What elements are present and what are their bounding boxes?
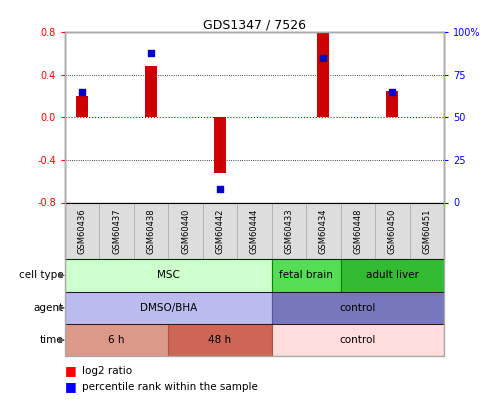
Text: GSM60434: GSM60434 bbox=[319, 208, 328, 254]
Text: MSC: MSC bbox=[157, 271, 180, 280]
Text: log2 ratio: log2 ratio bbox=[82, 366, 132, 375]
Bar bbox=[76, 96, 88, 117]
Text: 6 h: 6 h bbox=[108, 335, 125, 345]
Bar bbox=[410, 202, 444, 259]
Bar bbox=[65, 324, 168, 356]
Text: GSM60450: GSM60450 bbox=[388, 208, 397, 254]
Bar bbox=[272, 202, 306, 259]
Bar bbox=[375, 202, 410, 259]
Text: ■: ■ bbox=[65, 380, 77, 393]
Text: agent: agent bbox=[33, 303, 63, 313]
Bar bbox=[386, 91, 398, 117]
Bar bbox=[65, 292, 272, 324]
Bar bbox=[272, 324, 444, 356]
Point bbox=[319, 55, 327, 61]
Text: GSM60436: GSM60436 bbox=[78, 208, 87, 254]
Text: 48 h: 48 h bbox=[209, 335, 232, 345]
Point bbox=[216, 185, 224, 192]
Text: fetal brain: fetal brain bbox=[279, 271, 333, 280]
Bar bbox=[145, 66, 157, 117]
Bar bbox=[341, 202, 375, 259]
Text: GSM60451: GSM60451 bbox=[422, 208, 431, 254]
Text: adult liver: adult liver bbox=[366, 271, 419, 280]
Text: GSM60438: GSM60438 bbox=[147, 208, 156, 254]
Text: GSM60440: GSM60440 bbox=[181, 208, 190, 254]
Text: ■: ■ bbox=[65, 364, 77, 377]
Bar bbox=[168, 324, 272, 356]
Text: cell type: cell type bbox=[18, 271, 63, 280]
Bar bbox=[306, 202, 341, 259]
Bar bbox=[214, 117, 226, 173]
Text: GSM60442: GSM60442 bbox=[216, 208, 225, 254]
Point bbox=[388, 89, 396, 95]
Bar bbox=[134, 202, 168, 259]
Text: GSM60448: GSM60448 bbox=[353, 208, 362, 254]
Bar bbox=[99, 202, 134, 259]
Bar bbox=[272, 259, 341, 292]
Bar bbox=[272, 292, 444, 324]
Point bbox=[78, 89, 86, 95]
Text: control: control bbox=[340, 335, 376, 345]
Text: DMSO/BHA: DMSO/BHA bbox=[140, 303, 197, 313]
Text: time: time bbox=[39, 335, 63, 345]
Title: GDS1347 / 7526: GDS1347 / 7526 bbox=[203, 18, 306, 31]
Bar bbox=[317, 32, 329, 117]
Text: GSM60433: GSM60433 bbox=[284, 208, 293, 254]
Bar bbox=[65, 202, 99, 259]
Text: GSM60444: GSM60444 bbox=[250, 208, 259, 254]
Bar bbox=[203, 202, 237, 259]
Point bbox=[147, 49, 155, 56]
Text: GSM60437: GSM60437 bbox=[112, 208, 121, 254]
Bar bbox=[65, 259, 272, 292]
Text: percentile rank within the sample: percentile rank within the sample bbox=[82, 382, 258, 392]
Bar bbox=[341, 259, 444, 292]
Bar bbox=[237, 202, 272, 259]
Bar bbox=[168, 202, 203, 259]
Text: control: control bbox=[340, 303, 376, 313]
